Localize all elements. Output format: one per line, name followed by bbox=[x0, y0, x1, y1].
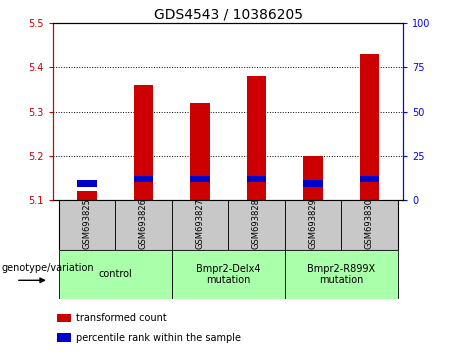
Text: percentile rank within the sample: percentile rank within the sample bbox=[76, 332, 241, 343]
Title: GDS4543 / 10386205: GDS4543 / 10386205 bbox=[154, 8, 303, 22]
Text: Bmpr2-Delx4
mutation: Bmpr2-Delx4 mutation bbox=[196, 263, 260, 285]
Bar bbox=[341, 200, 398, 250]
Text: GSM693825: GSM693825 bbox=[83, 198, 91, 249]
Bar bbox=[190, 103, 210, 200]
Text: GSM693827: GSM693827 bbox=[195, 198, 204, 249]
Bar bbox=[57, 333, 71, 342]
Bar bbox=[303, 180, 323, 187]
Bar bbox=[285, 200, 341, 250]
Text: genotype/variation: genotype/variation bbox=[1, 263, 94, 273]
Text: GSM693830: GSM693830 bbox=[365, 198, 374, 249]
Bar bbox=[134, 85, 154, 200]
Text: GSM693826: GSM693826 bbox=[139, 198, 148, 249]
Bar bbox=[171, 250, 285, 299]
Bar bbox=[247, 76, 266, 200]
Bar bbox=[171, 200, 228, 250]
Bar bbox=[247, 176, 266, 182]
Text: transformed count: transformed count bbox=[76, 313, 166, 323]
Bar bbox=[59, 250, 171, 299]
Bar bbox=[134, 176, 154, 182]
Text: control: control bbox=[98, 269, 132, 279]
Bar bbox=[360, 176, 379, 182]
Text: GSM693829: GSM693829 bbox=[308, 198, 318, 249]
Text: Bmpr2-R899X
mutation: Bmpr2-R899X mutation bbox=[307, 263, 375, 285]
Bar bbox=[190, 176, 210, 182]
Bar bbox=[59, 200, 115, 250]
Bar bbox=[57, 314, 71, 322]
Bar bbox=[115, 200, 171, 250]
Bar bbox=[77, 191, 97, 200]
Bar bbox=[303, 156, 323, 200]
Bar bbox=[77, 180, 97, 187]
Bar bbox=[228, 200, 285, 250]
Text: GSM693828: GSM693828 bbox=[252, 198, 261, 249]
Bar bbox=[285, 250, 398, 299]
Bar bbox=[360, 54, 379, 200]
